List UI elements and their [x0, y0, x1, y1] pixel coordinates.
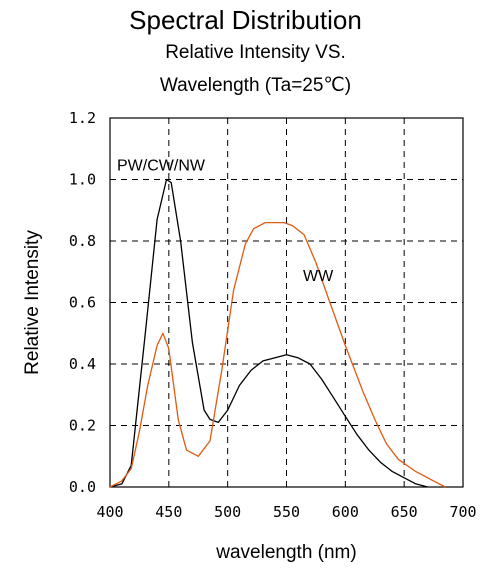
series-label-pw-cw-nw: PW/CW/NW — [117, 157, 206, 174]
series-line-1 — [109, 221, 446, 488]
y-tick-label: 0.6 — [69, 294, 96, 312]
grid-lines — [110, 118, 463, 487]
chart-title: Spectral Distribution — [129, 5, 362, 35]
chart-subtitle-line-2: Wavelength (Ta=25℃) — [159, 75, 352, 96]
x-tick-label: 700 — [449, 503, 476, 521]
x-tick-label: 500 — [214, 503, 241, 521]
y-tick-label: 1.0 — [69, 171, 96, 189]
x-tick-label: 550 — [273, 503, 300, 521]
y-tick-label: 1.2 — [69, 109, 96, 127]
series-line-0 — [109, 178, 428, 488]
y-tick-label: 0.8 — [69, 232, 96, 250]
y-axis-label: Relative Intensity — [22, 230, 43, 375]
x-tick-label: 400 — [96, 503, 123, 521]
x-axis-label: wavelength (nm) — [215, 542, 356, 563]
y-tick-label: 0.0 — [69, 478, 96, 496]
chart-subtitle-line-1: Relative Intensity VS. — [165, 42, 346, 63]
y-tick-labels: 0.0 0.2 0.4 0.6 0.8 1.0 1.2 — [69, 109, 96, 496]
x-tick-label: 600 — [332, 503, 359, 521]
y-tick-label: 0.4 — [69, 355, 96, 373]
series-lines — [109, 178, 446, 488]
y-tick-label: 0.2 — [69, 417, 96, 435]
plot-area-frame — [109, 117, 464, 488]
x-tick-label: 650 — [391, 503, 418, 521]
x-tick-labels: 400 450 500 550 600 650 700 — [96, 503, 476, 521]
series-label-ww: WW — [303, 268, 334, 285]
x-tick-label: 450 — [155, 503, 182, 521]
